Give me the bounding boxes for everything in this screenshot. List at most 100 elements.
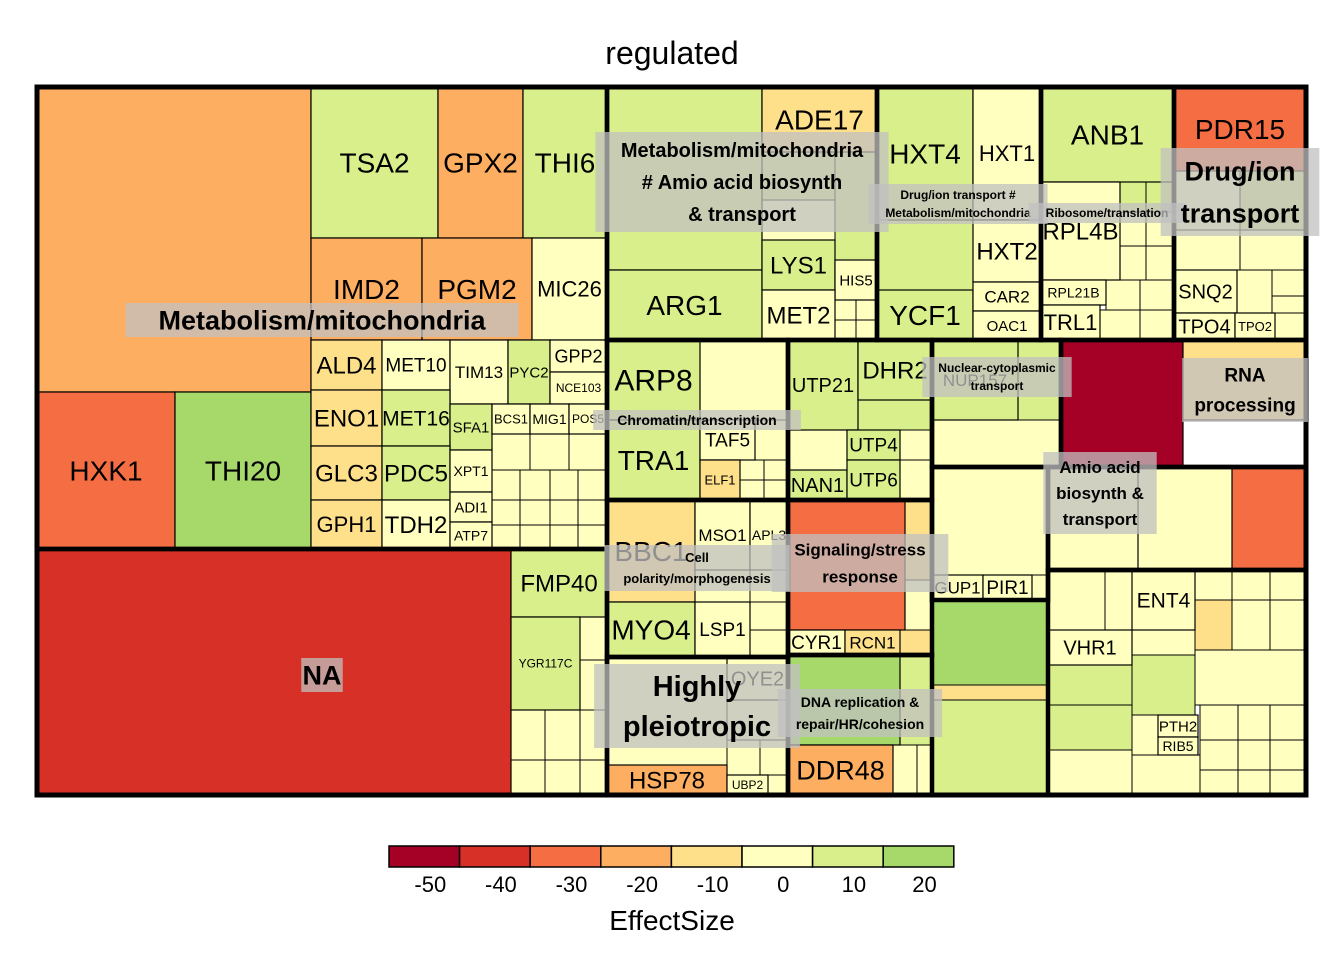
legend-title: EffectSize: [609, 905, 735, 936]
tile-utp4: [846, 429, 901, 461]
treemap-tile-minor: [579, 759, 608, 796]
tile-nan1: [787, 469, 848, 501]
legend-tick-label: 20: [912, 872, 936, 897]
treemap-tile-minor: [1131, 754, 1201, 796]
tile-pdc5: [381, 445, 451, 501]
label-met16: MET16: [382, 407, 450, 430]
treemap-tile-minor: [529, 433, 570, 471]
tile-sfa1: [449, 403, 493, 451]
tile-fmp40: [510, 548, 608, 618]
group-label-background: [595, 132, 889, 232]
treemap-tile-minor: [699, 339, 789, 421]
label-utp21: UTP21: [792, 375, 854, 397]
treemap-tile-minor: [1099, 309, 1141, 341]
treemap-tile-minor: [544, 709, 581, 761]
treemap-tile-minor: [834, 299, 857, 321]
treemap-tile-minor: [855, 319, 878, 341]
group-label-text: Highly pleiotropic: [623, 671, 771, 743]
tile-amio-acid-biosynth-transport-1: [1231, 466, 1307, 571]
group-label-text: Drug/ion transport # Metabolism/mitochond…: [885, 188, 1031, 220]
treemap-outer-border: [34, 84, 1309, 798]
legend-bin: [741, 845, 814, 868]
tile-gpx2: [437, 86, 524, 239]
tile-atp7: [449, 521, 493, 550]
treemap-tile-minor: [1105, 279, 1141, 311]
label-arg1: ARG1: [646, 290, 722, 321]
tile-hxk1: [36, 391, 176, 550]
treemap-tile-minor: [931, 419, 1062, 468]
tile-vhr1: [1047, 629, 1133, 666]
treemap-tile-minor: [892, 744, 918, 796]
label-atp7: ATP7: [454, 527, 488, 543]
legend-bin: [388, 845, 461, 868]
group-label-cell-polarity-morphogenesis: Cell polarity/morphogenesis: [604, 545, 790, 591]
label-ddr48: DDR48: [796, 755, 885, 785]
group-labels: Metabolism/mitochondria NA Metabolism/mito…: [125, 132, 1320, 748]
group-label-text: Drug/ion transport: [1181, 156, 1300, 228]
chart-title: regulated: [605, 35, 738, 71]
group-label-text: RNA processing: [1194, 366, 1295, 417]
label-rib5: RIB5: [1162, 738, 1193, 754]
tile-thi20: [174, 391, 312, 550]
group-label-text: Nuclear-cytoplasmic transport: [938, 361, 1056, 393]
treemap-tile-minor: [1194, 569, 1233, 601]
treemap-tile-minor: [1269, 599, 1307, 651]
label-ald4: ALD4: [316, 352, 376, 379]
legend-tick-label: -20: [626, 872, 658, 897]
label-hxt1: HXT1: [979, 141, 1035, 166]
tile-hsp78: [606, 764, 728, 796]
label-pdr15: PDR15: [1195, 114, 1285, 145]
label-vhr1: VHR1: [1063, 638, 1116, 660]
group-label-metabolism-mitochondria-amio-acid-biosynth-transport: Metabolism/mitochondria # Amio acid biosy…: [595, 132, 889, 232]
group-label-background: [604, 545, 790, 591]
treemap-tile-minor: [739, 479, 765, 501]
legend-bin: [529, 845, 602, 868]
treemap-tile-minor: [510, 709, 546, 761]
tile-met16: [381, 389, 451, 447]
treemap-tile-minor: [1145, 245, 1175, 281]
treemap-tile-minor: [549, 469, 579, 501]
treemap-tile-minor: [579, 616, 608, 661]
tile-ygr117c: [510, 616, 581, 711]
label-xpt1: XPT1: [453, 463, 488, 479]
treemap-tile-minor: [1199, 769, 1239, 796]
legend-tick-label: 0: [777, 872, 789, 897]
tile-rib5: [1157, 736, 1199, 756]
tile-tim13: [449, 339, 509, 405]
label-mic26: MIC26: [537, 277, 602, 302]
treemap-tile-minor: [1194, 649, 1307, 706]
treemap-tile-minor: [519, 499, 551, 526]
tile-eno1: [310, 389, 383, 447]
legend-bin: [670, 845, 743, 868]
tile-adi1: [449, 491, 493, 523]
group-label-nuclear-cytoplasmic-transport: Nuclear-cytoplasmic transport: [922, 357, 1072, 397]
treemap-tile-minor: [549, 524, 579, 550]
treemap-tile-minor: [749, 629, 789, 658]
label-rpl21b: RPL21B: [1047, 284, 1099, 300]
label-utp4: UTP4: [849, 436, 898, 457]
group-label-background: [1182, 358, 1308, 422]
treemap-tile-minor: [749, 601, 789, 631]
treemap-tile-minor: [1047, 569, 1106, 631]
treemap-tile-minor: [1131, 714, 1159, 756]
label-tsa2: TSA2: [339, 147, 409, 178]
label-hxk1: HXK1: [69, 455, 142, 486]
tile-thi6: [522, 86, 608, 239]
treemap-tile-minor: [1194, 599, 1233, 651]
label-tra1: TRA1: [618, 445, 690, 476]
label-pyc2: PYC2: [509, 364, 548, 381]
label-taf5: TAF5: [705, 431, 750, 452]
treemap-tile-minor: [1269, 739, 1307, 771]
tile-tpo2: [1234, 312, 1276, 341]
treemap-tile-minor: [763, 459, 789, 481]
treemap-tile-minor: [1271, 269, 1307, 297]
treemap-tile-minor: [1271, 295, 1307, 314]
tile-ddr48: [787, 744, 894, 796]
label-cyr1: CYR1: [791, 633, 842, 654]
group-label-amio-acid-biosynth-transport: Amio acid biosynth & transport: [1043, 452, 1157, 534]
treemap-tile-minor: [855, 299, 878, 321]
group-label-metabolism-mitochondria: Metabolism/mitochondria: [125, 303, 519, 337]
label-pir1: PIR1: [986, 578, 1028, 599]
tile-gph1: [310, 499, 383, 550]
label-sfa1: SFA1: [453, 419, 490, 436]
